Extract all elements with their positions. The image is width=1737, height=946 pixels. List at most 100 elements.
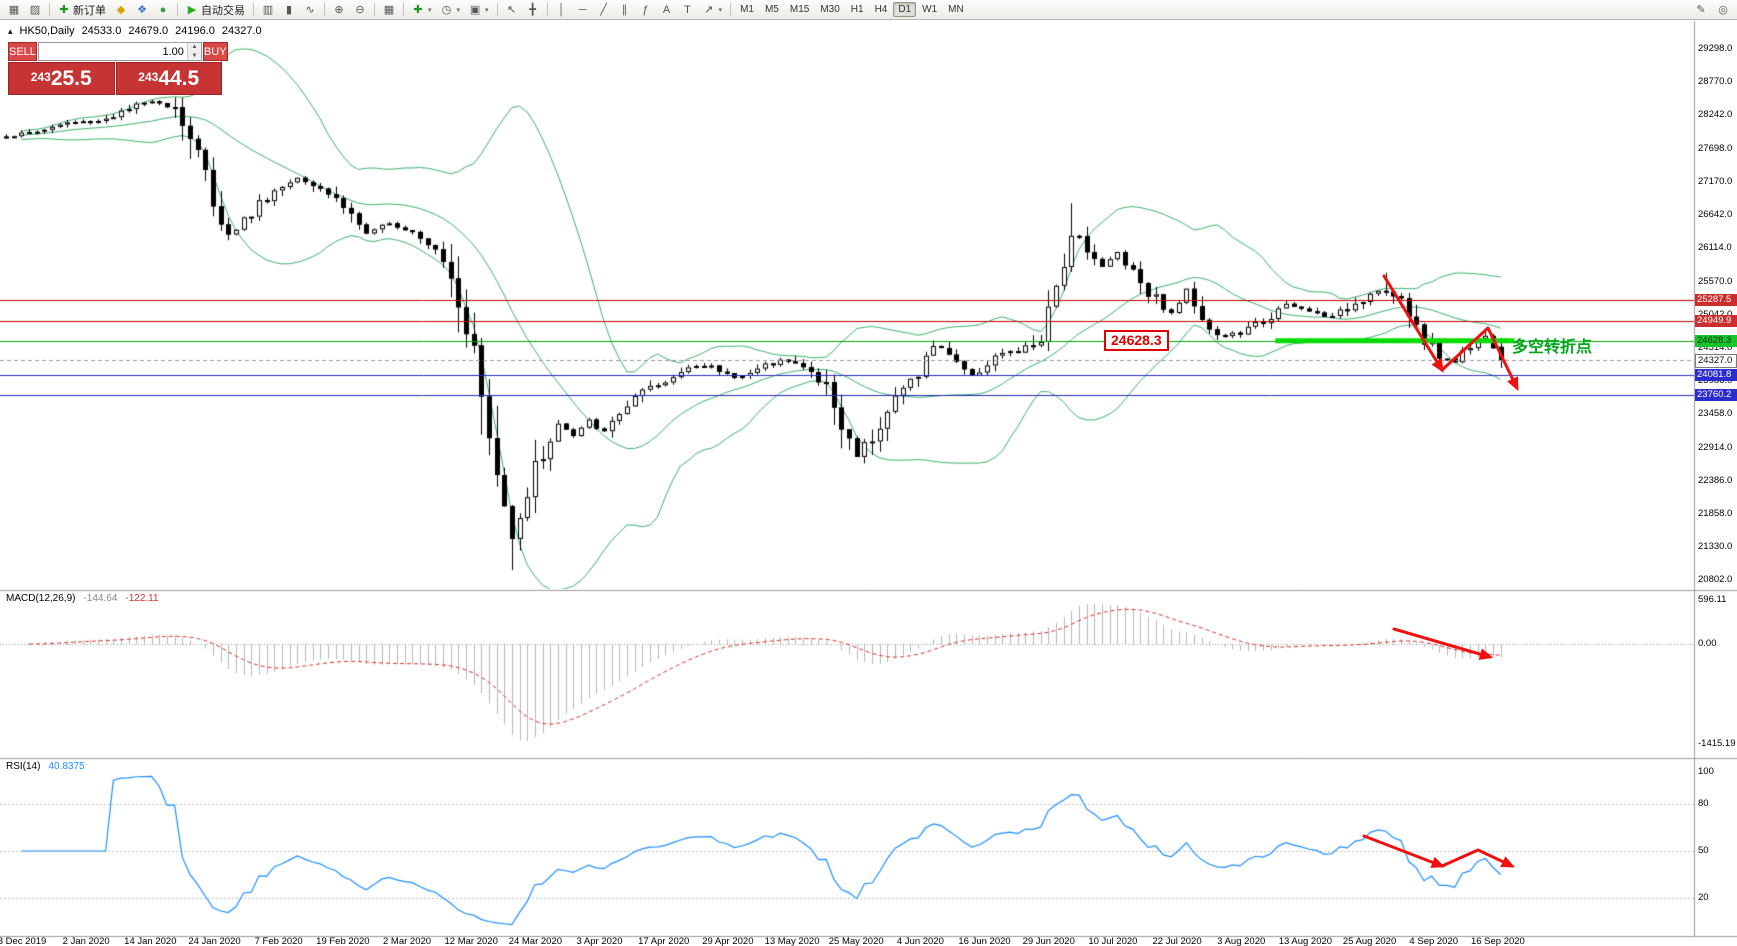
volume-up-icon[interactable]: ▲ (187, 43, 201, 52)
tf-m1-button[interactable]: M1 (740, 4, 754, 15)
price-tag-25287-5: 25287.5 (1695, 293, 1737, 306)
sell-price-button[interactable]: 243 25.5 (8, 62, 115, 95)
volume-down-icon[interactable]: ▼ (187, 51, 201, 60)
tf-mn-button[interactable]: MN (948, 4, 964, 15)
price-axis-label: 27698.0 (1698, 143, 1733, 154)
zoom-in-button[interactable]: ⊕ (329, 1, 349, 19)
more-tools-button[interactable]: ◎ (1713, 1, 1733, 19)
price-axis-label: 21330.0 (1698, 541, 1733, 552)
macd-header: MACD(12,26,9) -144.64 -122.11 (6, 593, 159, 604)
crosshair-icon: ╋ (529, 3, 536, 16)
bar-chart-icon: ▥ (262, 3, 274, 16)
autotrade-label: 自动交易 (201, 4, 245, 17)
turning-point-label[interactable]: 多空转折点 (1512, 339, 1593, 356)
tf-h4-button[interactable]: H4 (874, 4, 888, 15)
toolbar-separator (403, 3, 404, 16)
collapse-panel-icon[interactable]: ▴ (8, 25, 13, 36)
volume-input[interactable] (38, 43, 187, 60)
date-axis-label: 10 Jul 2020 (1088, 936, 1138, 946)
tf-m5-button[interactable]: M5 (764, 4, 779, 15)
open-value: 24533.0 (81, 25, 122, 37)
zoom-out-icon: ⊖ (355, 3, 365, 16)
price-axis-label: 29298.0 (1698, 43, 1733, 54)
bar-chart-button[interactable]: ▥ (258, 1, 278, 19)
toolbar-separator (546, 3, 548, 16)
label-button[interactable]: T (678, 1, 698, 19)
price-axis-label: 28242.0 (1698, 109, 1733, 120)
macd-axis-label: 596.11 (1698, 594, 1727, 605)
edit-toolbar-button[interactable]: ✎ (1691, 1, 1711, 19)
fibonacci-icon: ƒ (642, 3, 649, 16)
date-axis-label: 2 Mar 2020 (382, 936, 432, 946)
price-tag-24327-0: 24327.0 (1695, 353, 1737, 368)
vertical-line-icon: │ (558, 3, 565, 16)
price-axis-label: 22914.0 (1698, 442, 1733, 453)
profiles-button[interactable]: ▨ (25, 1, 45, 19)
high-value: 24679.0 (128, 25, 169, 37)
arrows-button[interactable]: ↗ ▾ (699, 1, 727, 19)
price-level-note[interactable]: 24628.3 (1104, 330, 1169, 351)
new-chart-button[interactable]: ▦ (4, 1, 24, 19)
tf-h1-button[interactable]: H1 (850, 4, 864, 15)
toolbar-separator (253, 3, 254, 16)
tf-w1-button[interactable]: W1 (922, 4, 938, 15)
cursor-icon: ↖ (506, 3, 517, 16)
price-axis-label: 24514.0 (1698, 342, 1733, 353)
autotrade-button[interactable]: ▶ 自动交易 (182, 1, 249, 19)
toolbar-separator (374, 3, 375, 16)
macd-main-value: -144.64 (83, 593, 118, 604)
buy-price-button[interactable]: 243 44.5 (115, 62, 222, 95)
tile-windows-button[interactable]: ▦ (379, 1, 399, 19)
indicators-button[interactable]: ✚ ▾ (408, 1, 436, 19)
zoom-in-icon: ⊕ (334, 3, 344, 16)
templates-button[interactable]: ▣ ▾ (465, 1, 493, 19)
date-axis-label: 22 Jul 2020 (1152, 936, 1202, 946)
templates-icon: ▣ (469, 3, 481, 16)
candlestick-chart-icon: ▮ (285, 3, 293, 16)
tf-m15-button[interactable]: M15 (789, 4, 810, 15)
line-chart-button[interactable]: ∿ (300, 1, 320, 19)
price-tag-23760-2: 23760.2 (1695, 389, 1737, 402)
vertical-line-button[interactable]: │ (552, 1, 572, 19)
trendline-icon: ╱ (600, 3, 607, 16)
new-order-button[interactable]: ✚ 新订单 (54, 1, 110, 19)
autotrade-icon: ▶ (187, 3, 197, 16)
macd-axis-label: -1415.19 (1698, 738, 1736, 749)
candlestick-chart-button[interactable]: ▮ (279, 1, 299, 19)
date-axis-label: 14 Jan 2020 (124, 936, 177, 946)
tf-m30-button[interactable]: M30 (820, 4, 840, 15)
navigator-button[interactable]: ❖ (132, 1, 152, 19)
toolbar-separator (49, 3, 50, 16)
date-axis-label: 16 Jun 2020 (958, 936, 1011, 946)
templates-dropdown-icon: ▾ (485, 6, 489, 14)
bid-price-head: 243 (30, 70, 51, 84)
new-order-icon: ✚ (59, 3, 69, 16)
bid-price-big: 25.5 (50, 67, 92, 90)
buy-button[interactable]: BUY (202, 42, 228, 61)
date-axis-label: 13 May 2020 (764, 936, 820, 946)
tf-d1-button[interactable]: D1 (893, 2, 917, 17)
channel-button[interactable]: ∥ (615, 1, 635, 19)
zoom-out-button[interactable]: ⊖ (350, 1, 370, 19)
toolbar-separator (496, 3, 498, 16)
cursor-button[interactable]: ↖ (502, 1, 522, 19)
sell-button[interactable]: SELL (8, 42, 37, 61)
indicators-icon: ✚ (413, 3, 423, 16)
macd-signal-value: -122.11 (125, 593, 159, 604)
price-axis-label: 25570.0 (1698, 276, 1733, 287)
fibonacci-button[interactable]: ƒ (636, 1, 656, 19)
horizontal-line-icon: ─ (578, 3, 587, 16)
date-axis-label: 3 Apr 2020 (576, 936, 623, 946)
date-axis-label: 19 Feb 2020 (316, 936, 370, 946)
crosshair-button[interactable]: ╋ (523, 1, 543, 19)
periods-button[interactable]: ◷ ▾ (437, 1, 465, 19)
new-chart-icon: ▦ (8, 3, 20, 16)
trendline-button[interactable]: ╱ (594, 1, 614, 19)
market-watch-button[interactable]: ◆ (111, 1, 131, 19)
horizontal-line-button[interactable]: ─ (573, 1, 593, 19)
text-button[interactable]: A (657, 1, 677, 19)
terminal-button[interactable]: ● (153, 1, 173, 19)
